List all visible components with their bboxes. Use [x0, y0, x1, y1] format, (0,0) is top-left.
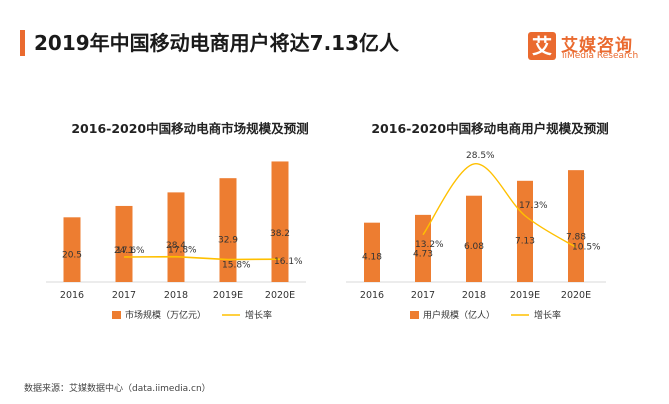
bar-value-label: 7.88 [566, 232, 586, 242]
growth-rate-line [123, 255, 281, 261]
bar [167, 192, 185, 282]
x-tick-label: 2018 [164, 290, 188, 301]
source-note: 数据来源：艾媒数据中心（data.iimedia.cn） [24, 384, 211, 394]
rate-value-label: 16.1% [274, 257, 303, 267]
x-tick-label: 2016 [60, 290, 84, 301]
rate-value-label: 13.2% [415, 240, 444, 250]
x-tick-label: 2018 [462, 290, 486, 301]
legend-line-label: 增长率 [534, 309, 561, 321]
bar-value-label: 28.4 [166, 241, 186, 251]
bar-value-label: 20.5 [62, 250, 82, 260]
x-tick-label: 2019E [510, 290, 540, 301]
legend-line-label: 增长率 [245, 309, 272, 321]
bar [415, 214, 431, 282]
bar [568, 170, 584, 282]
rate-value-label: 15.8% [222, 261, 251, 271]
bar-value-label: 4.73 [413, 249, 433, 259]
chart-title: 2016-2020中国移动电商用户规模及预测 [371, 121, 608, 136]
bar-value-label: 4.18 [362, 252, 382, 262]
rate-value-label: 28.5% [466, 151, 495, 161]
x-tick-label: 2017 [112, 290, 136, 301]
x-tick-label: 2019E [213, 290, 243, 301]
x-tick-label: 2017 [411, 290, 435, 301]
bar-value-label: 32.9 [218, 236, 238, 246]
page-title: 2019年中国移动电商用户将达7.13亿人 [34, 31, 400, 55]
rate-value-label: 17.6% [116, 246, 145, 256]
title-accent-bar [20, 30, 25, 56]
x-tick-label: 2016 [360, 290, 384, 301]
growth-rate-line [422, 163, 577, 248]
legend-bar-swatch [112, 311, 121, 319]
bar-value-label: 24.1 [114, 246, 134, 256]
bar [517, 180, 533, 282]
bar-value-label: 38.2 [270, 229, 290, 239]
bar [271, 161, 289, 282]
bar [466, 195, 482, 282]
bar [115, 205, 133, 282]
legend-bar-label: 用户规模（亿人） [423, 309, 495, 321]
logo-subtitle: iiMedia Research [562, 51, 639, 61]
legend-bar-swatch [410, 311, 419, 319]
rate-value-label: 10.5% [572, 242, 601, 252]
bar [219, 178, 237, 282]
bar [63, 217, 81, 282]
iimedia-logo: 艾 艾媒咨询 iiMedia Research [528, 32, 656, 66]
legend-bar-label: 市场规模（万亿元） [125, 309, 206, 321]
x-tick-label: 2020E [561, 290, 591, 301]
bar [364, 222, 380, 282]
bar-value-label: 7.13 [515, 237, 535, 247]
x-tick-label: 2020E [265, 290, 295, 301]
bar-value-label: 6.08 [464, 242, 484, 252]
rate-value-label: 17.8% [168, 246, 197, 256]
chart-title: 2016-2020中国移动电商市场规模及预测 [71, 121, 308, 136]
rate-value-label: 17.3% [519, 201, 548, 211]
logo-icon: 艾 [528, 32, 556, 60]
logo-name: 艾媒咨询 [561, 36, 633, 56]
